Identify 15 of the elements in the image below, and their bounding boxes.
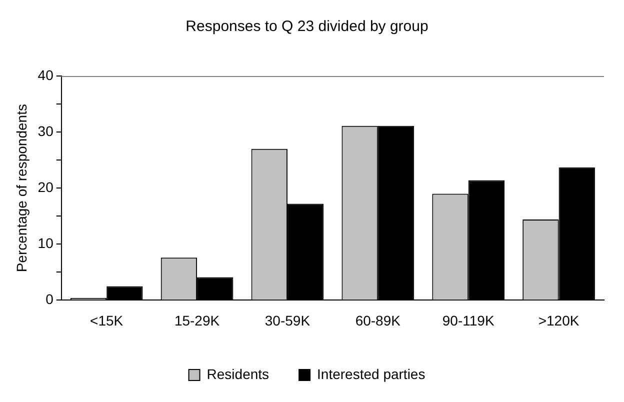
x-tick-label: 90-119K [442,312,495,328]
x-tick-label: 60-89K [355,312,402,328]
legend-label: Residents [206,366,270,382]
y-tick-label: 10 [38,235,54,252]
x-tick-label: <15K [90,312,124,328]
y-tick-label: 20 [38,178,54,195]
y-tick-label: 40 [38,66,54,83]
x-tick-label: 15-29K [174,312,220,328]
legend-label: Interested parties [317,366,426,382]
x-tick-label: >120K [538,312,580,328]
chart-title: Responses to Q 23 divided by group [186,18,428,36]
y-axis-title: Percentage of respondents [13,104,30,272]
x-tick-label: 30-59K [264,312,311,328]
y-tick-label: 0 [46,291,54,308]
y-tick-label: 30 [38,122,54,139]
